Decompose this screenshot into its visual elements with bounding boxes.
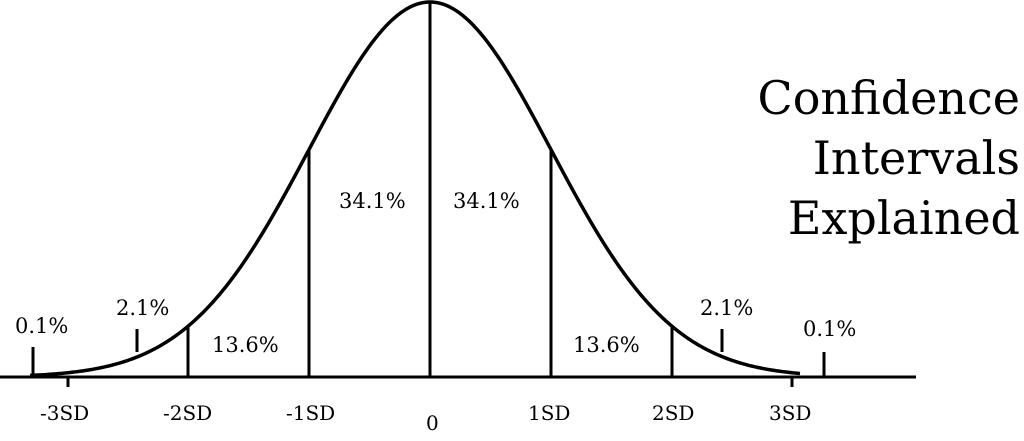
- left-tail-percent: 0.1%: [15, 314, 68, 338]
- axis-label-pos3: 3SD: [769, 401, 811, 425]
- axis-label-pos2: 2SD: [652, 401, 694, 425]
- title-line-1: Confidence: [758, 71, 1020, 125]
- axis-label-neg1: -1SD: [286, 401, 335, 425]
- left-inner-percent: 34.1%: [339, 189, 406, 213]
- title-line-3: Explained: [788, 191, 1020, 245]
- axis-label-pos1: 1SD: [528, 401, 570, 425]
- right-outer-percent: 2.1%: [700, 296, 753, 320]
- right-inner-percent: 34.1%: [453, 189, 520, 213]
- left-outer-percent: 2.1%: [116, 296, 169, 320]
- title-line-2: Intervals: [813, 131, 1020, 185]
- bell-curve: [29, 0, 801, 378]
- axis-label-zero: 0: [426, 411, 439, 435]
- axis-label-neg2: -2SD: [163, 401, 212, 425]
- right-mid-percent: 13.6%: [573, 333, 640, 357]
- axis-label-neg3: -3SD: [40, 401, 89, 425]
- right-tail-percent: 0.1%: [803, 317, 856, 341]
- left-mid-percent: 13.6%: [212, 333, 279, 357]
